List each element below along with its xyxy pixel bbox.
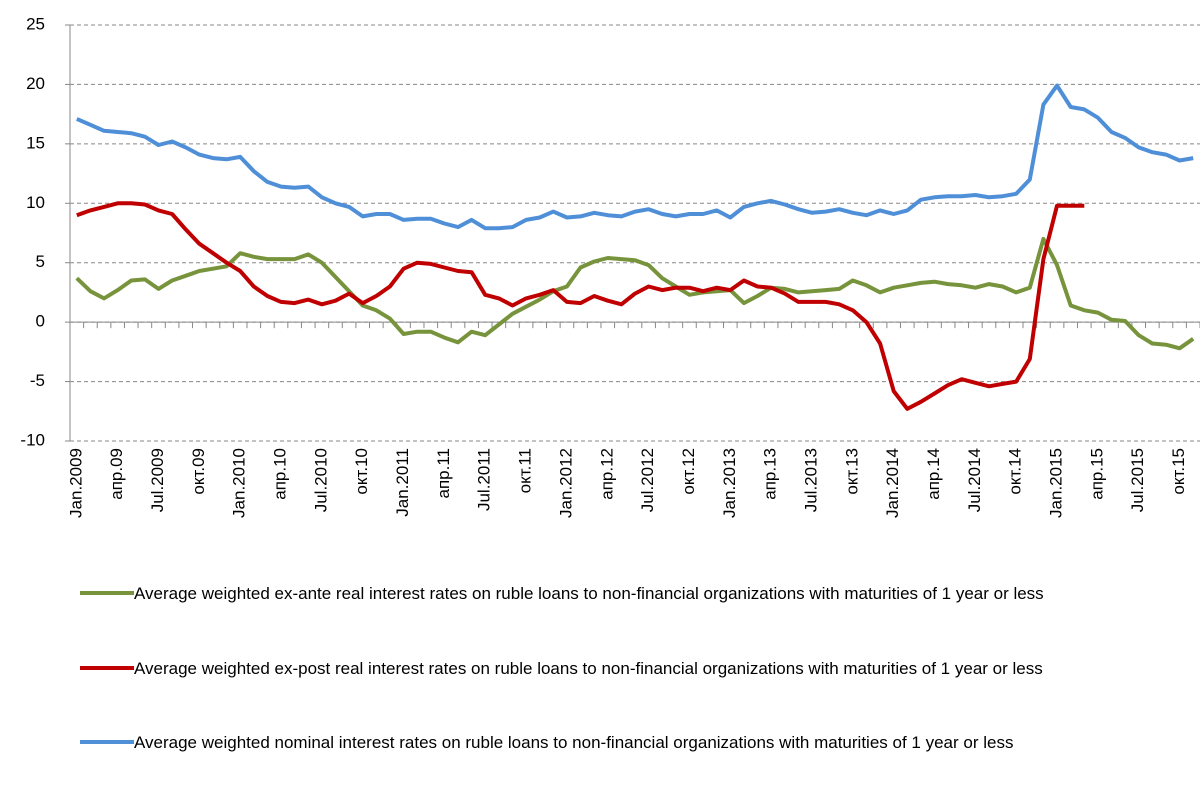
series-line [76,201,1085,411]
legend-label: Average weighted ex-post real interest r… [134,659,1043,678]
y-tick-label: 10 [26,193,45,212]
x-tick-label: окт.10 [352,448,371,495]
y-tick-label: 0 [36,312,45,331]
legend-item: Average weighted ex-post real interest r… [80,655,1180,682]
y-tick-label: 5 [36,252,45,271]
x-tick-label: Jan.2013 [720,448,739,518]
y-tick-label: 25 [26,14,45,33]
x-tick-label: Jul.2009 [148,448,167,512]
x-tick-label: Jul.2010 [311,448,330,512]
x-tick-label: апр.15 [1087,448,1106,500]
legend-swatch [80,740,134,744]
x-tick-label: Jul.2012 [638,448,657,512]
x-tick-label: апр.09 [107,448,126,500]
legend-item: Average weighted nominal interest rates … [80,729,1180,756]
y-tick-label: 15 [26,133,45,152]
x-tick-label: апр.13 [761,448,780,500]
y-tick-label: -5 [30,371,45,390]
x-tick-label: апр.11 [434,448,453,499]
x-tick-label: Jan.2010 [230,448,249,518]
legend-swatch [80,666,134,670]
x-tick-label: Jan.2012 [556,448,575,518]
x-tick-label: окт.11 [516,448,535,493]
x-tick-label: Jul.2014 [965,448,984,512]
chart: -10 -5 0 5 10 15 20 25 Jan.2009 апр.09 Jul.2009 окт… [20,14,1200,518]
x-tick-label: окт.14 [1006,448,1025,495]
series-line [75,236,1195,351]
x-tick-label: Jan.2011 [393,448,412,517]
x-tick-label: окт.13 [842,448,861,495]
y-tick-label: 20 [26,74,45,93]
legend-swatch [80,591,134,595]
y-tick-label: -10 [20,430,45,449]
x-tick-label: окт.09 [189,448,208,495]
series-line [76,83,1194,231]
x-tick-label: Jul.2015 [1128,448,1147,512]
x-tick-label: апр.10 [271,448,290,500]
legend-label: Average weighted nominal interest rates … [134,733,1014,752]
x-tick-label: апр.12 [597,448,616,500]
x-tick-label: окт.15 [1169,448,1188,495]
legend-item: Average weighted ex-ante real interest r… [80,580,1180,607]
x-tick-label: Jan.2015 [1047,448,1066,518]
x-tick-label: Jul.2013 [801,448,820,512]
x-tick-label: Jul.2011 [475,448,494,511]
x-tick-label: окт.12 [679,448,698,495]
x-tick-label: Jan.2009 [66,448,85,518]
x-tick-label: Jan.2014 [883,448,902,518]
legend-label: Average weighted ex-ante real interest r… [134,584,1044,603]
x-tick-label: апр.14 [924,448,943,500]
